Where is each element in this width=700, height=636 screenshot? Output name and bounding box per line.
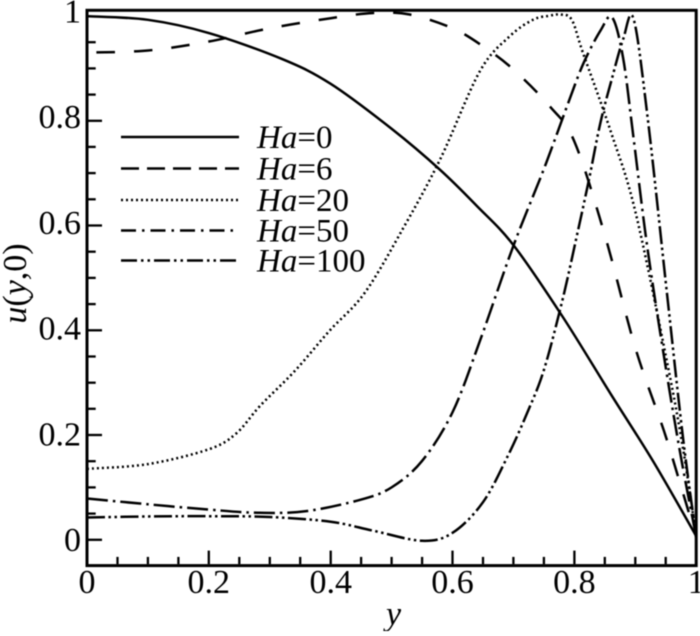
svg-text:u(y,0): u(y,0) xyxy=(0,243,34,323)
svg-text:0.8: 0.8 xyxy=(553,564,596,601)
svg-text:0.6: 0.6 xyxy=(39,205,82,242)
svg-text:0: 0 xyxy=(64,522,81,559)
svg-text:Ha=20: Ha=20 xyxy=(256,183,349,219)
svg-text:0: 0 xyxy=(79,564,96,601)
svg-text:0.2: 0.2 xyxy=(188,564,231,601)
svg-text:Ha=50: Ha=50 xyxy=(256,214,349,250)
svg-text:0.6: 0.6 xyxy=(431,564,474,601)
svg-text:1: 1 xyxy=(688,564,700,601)
svg-text:0.8: 0.8 xyxy=(39,99,82,136)
svg-text:Ha=0: Ha=0 xyxy=(256,120,332,156)
svg-text:y: y xyxy=(383,596,402,631)
svg-text:Ha=6: Ha=6 xyxy=(256,152,332,188)
svg-text:1: 1 xyxy=(64,0,81,30)
svg-text:Ha=100: Ha=100 xyxy=(256,244,365,280)
svg-text:0.4: 0.4 xyxy=(39,311,82,348)
svg-text:0.2: 0.2 xyxy=(39,416,82,453)
svg-text:0.4: 0.4 xyxy=(309,564,352,601)
